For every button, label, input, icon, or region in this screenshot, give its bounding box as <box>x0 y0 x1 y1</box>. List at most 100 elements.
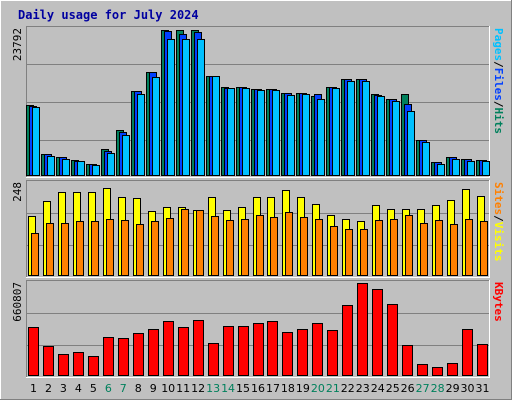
bar-pages-day-17 <box>273 91 280 176</box>
bar-kbytes-day-21 <box>328 331 338 376</box>
x-tick-label-day-18: 18 <box>281 382 295 395</box>
legend-kbytes: KBytes <box>492 282 505 322</box>
bar-kbytes-day-17 <box>268 322 278 376</box>
bar-sites-day-17 <box>271 218 278 276</box>
bar-sites-day-3 <box>62 224 69 276</box>
x-tick-label-day-22: 22 <box>341 382 355 395</box>
bar-kbytes-day-3 <box>59 355 69 376</box>
x-tick-label-day-11: 11 <box>176 382 190 395</box>
bar-kbytes-day-2 <box>44 347 54 376</box>
bar-kbytes-day-18 <box>283 333 293 376</box>
bar-sites-day-14 <box>227 221 234 276</box>
x-tick-label-day-23: 23 <box>356 382 370 395</box>
bar-kbytes-day-5 <box>89 357 99 376</box>
bar-kbytes-day-10 <box>164 322 174 376</box>
legend-hits-files-pages: Pages/Files/Hits <box>492 28 505 134</box>
bar-sites-day-27 <box>421 224 428 276</box>
x-tick-label-day-14: 14 <box>221 382 235 395</box>
bar-kbytes-day-26 <box>403 346 413 376</box>
bar-sites-day-23 <box>361 230 368 276</box>
x-tick-label-day-13: 13 <box>206 382 220 395</box>
legend-files: Files <box>492 68 505 101</box>
bar-sites-day-5 <box>92 222 99 276</box>
bar-pages-day-18 <box>288 96 295 176</box>
bar-pages-day-15 <box>243 89 250 176</box>
bar-kbytes-day-4 <box>74 353 84 376</box>
bar-pages-day-1 <box>33 108 40 176</box>
bar-sites-day-4 <box>77 222 84 276</box>
y-max-label: 23792 <box>11 28 24 61</box>
bar-sites-day-21 <box>331 227 338 276</box>
x-tick-label-day-1: 1 <box>30 382 37 395</box>
legend-visits-sites: Sites/Visits <box>492 182 505 262</box>
bar-pages-day-23 <box>363 82 370 176</box>
bar-sites-day-30 <box>466 220 473 276</box>
bar-kbytes-day-11 <box>179 328 189 376</box>
x-tick-label-day-24: 24 <box>371 382 385 395</box>
legend-visits: Visits <box>492 222 505 262</box>
bar-pages-day-29 <box>453 160 460 176</box>
x-tick-label-day-6: 6 <box>105 382 112 395</box>
y-max-label: 660807 <box>11 282 24 322</box>
bar-kbytes-day-27 <box>418 365 428 376</box>
bar-pages-day-19 <box>303 95 310 176</box>
bar-sites-day-6 <box>107 220 114 276</box>
bar-sites-day-22 <box>346 230 353 276</box>
bar-pages-day-28 <box>438 165 445 176</box>
bar-sites-day-7 <box>122 221 129 276</box>
x-tick-label-day-9: 9 <box>150 382 157 395</box>
bar-kbytes-day-22 <box>343 306 353 376</box>
x-tick-label-day-27: 27 <box>416 382 430 395</box>
bar-sites-day-24 <box>376 221 383 276</box>
bar-pages-day-13 <box>213 77 220 176</box>
bar-sites-day-1 <box>32 234 39 276</box>
x-tick-label-day-2: 2 <box>45 382 52 395</box>
bar-sites-day-15 <box>242 220 249 276</box>
legend-sites: Sites <box>492 182 505 215</box>
bar-sites-day-26 <box>406 216 413 276</box>
legend-kbytes: KBytes <box>492 282 505 322</box>
bar-sites-day-28 <box>436 221 443 276</box>
bar-pages-day-20 <box>318 100 325 176</box>
chart-panels: 23792 Pages/Files/Hits 248 Sites/Visits 6608… <box>11 26 505 378</box>
bar-pages-day-3 <box>63 160 70 176</box>
y-max-label: 248 <box>11 182 24 202</box>
bar-kbytes-day-19 <box>298 330 308 376</box>
x-tick-label-day-5: 5 <box>90 382 97 395</box>
legend-pages: Pages <box>492 28 505 61</box>
bar-pages-day-25 <box>393 102 400 176</box>
bar-kbytes-day-29 <box>448 364 458 376</box>
bar-pages-day-12 <box>198 40 205 176</box>
x-tick-label-day-19: 19 <box>296 382 310 395</box>
bar-sites-day-13 <box>212 217 219 276</box>
bar-pages-day-2 <box>48 157 55 176</box>
bar-kbytes-day-7 <box>119 339 129 376</box>
bar-pages-day-16 <box>258 91 265 176</box>
bar-kbytes-day-31 <box>478 345 488 376</box>
x-tick-label-day-7: 7 <box>120 382 127 395</box>
bar-kbytes-day-30 <box>463 330 473 376</box>
bar-kbytes-day-12 <box>194 321 204 376</box>
bar-sites-day-19 <box>301 218 308 276</box>
bar-pages-day-7 <box>123 136 130 176</box>
bar-pages-day-31 <box>483 162 490 176</box>
x-tick-label-day-12: 12 <box>191 382 205 395</box>
bar-pages-day-27 <box>423 143 430 176</box>
bar-sites-day-31 <box>481 222 488 276</box>
bar-sites-day-9 <box>152 222 159 276</box>
bar-kbytes-day-16 <box>254 324 264 376</box>
bar-sites-day-10 <box>167 219 174 276</box>
x-tick-label-day-15: 15 <box>236 382 250 395</box>
x-tick-label-day-16: 16 <box>251 382 265 395</box>
bar-kbytes-day-13 <box>209 344 219 376</box>
bar-pages-day-21 <box>333 89 340 176</box>
bar-kbytes-day-8 <box>134 334 144 376</box>
x-tick-label-day-31: 31 <box>476 382 490 395</box>
bar-pages-day-24 <box>378 97 385 176</box>
panel-visits-sites: 248 Sites/Visits <box>11 180 505 278</box>
x-tick-label-day-25: 25 <box>386 382 400 395</box>
bar-sites-day-2 <box>47 224 54 276</box>
bar-kbytes-day-9 <box>149 330 159 376</box>
legend-hits: Hits <box>492 108 505 135</box>
